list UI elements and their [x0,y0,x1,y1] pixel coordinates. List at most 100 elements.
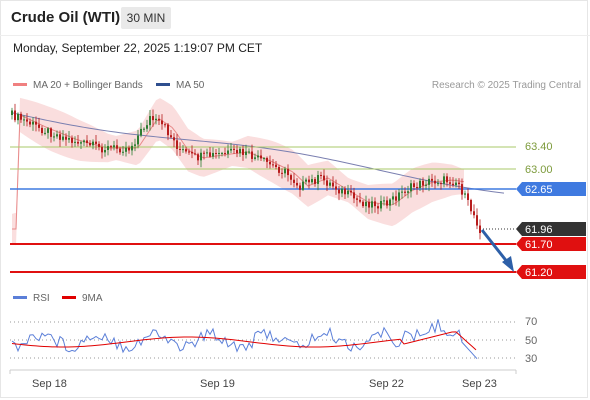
candle-body [308,179,310,183]
candle-body [71,138,73,143]
candle-body [95,141,97,144]
x-label-sep22: Sep 22 [369,378,404,390]
candle-body [149,116,151,126]
candle-body [152,116,154,121]
candle-body [428,178,430,185]
candle-body [320,175,322,177]
candle-body [104,150,106,153]
candle-body [305,179,307,182]
candle-body [467,193,469,200]
candle-body [191,151,193,154]
candle-body [44,132,46,134]
candle-body [47,128,49,133]
candle-body [365,201,367,207]
x-label-sep23: Sep 23 [462,378,497,390]
candle-body [374,201,376,207]
candle-body [293,179,295,183]
legend-bb-label: MA 20 + Bollinger Bands [33,80,143,91]
bb-swatch-icon [13,82,27,86]
candle-body [146,125,148,129]
candle-body [200,152,202,161]
timeframe-badge[interactable]: 30 MIN [121,7,171,29]
candle-body [41,127,43,134]
x-label-sep18: Sep 18 [32,378,67,390]
candle-body [377,206,379,209]
candle-body [23,119,25,121]
candle-body [314,179,316,184]
candle-body [98,143,100,148]
candle-body [224,152,226,154]
candle-body [419,180,421,189]
candle-body [236,149,238,154]
candle-body [131,145,133,151]
s2-label: 61.20 [525,267,553,279]
candle-body [173,137,175,141]
candle-body [218,152,220,154]
candle-body [80,142,82,144]
header-bar: Crude Oil (WTI) 30 MIN [0,0,590,36]
candle-body [422,180,424,186]
candle-body [185,149,187,152]
candle-body [86,140,88,144]
last-tag-bg [516,222,586,236]
candle-body [92,141,94,146]
candle-body [362,201,364,207]
candle-body [410,183,412,192]
candle-body [20,113,22,120]
candle-body [269,161,271,165]
candle-body [341,188,343,194]
legend-9ma: 9MA [62,293,103,304]
candle-body [461,184,463,195]
candle-body [458,182,460,185]
candle-body [197,154,199,161]
rsi-tick-30: 30 [525,353,537,365]
candle-body [389,199,391,206]
candle-body [227,150,229,154]
candle-body [203,152,205,154]
candle-body [254,157,256,159]
candle-body [392,196,394,200]
pivot-label: 62.65 [525,184,553,196]
candle-body [242,148,244,155]
candle-body [167,124,169,136]
candle-body [380,200,382,209]
candle-body [50,128,52,137]
candle-body [68,138,70,140]
candle-body [386,200,388,206]
candle-body [344,188,346,195]
forecast-arrow [480,229,514,272]
candle-body [206,152,208,154]
candle-body [113,145,115,148]
pivot-tag: 62.65 [516,182,586,196]
candle-body [437,183,439,185]
candle-body [335,186,337,190]
candle-body [110,146,112,148]
candle-body [14,110,16,121]
candle-body [176,140,178,149]
candle-body [413,183,415,188]
candle-body [446,176,448,183]
legend-rsi: RSI [13,293,50,304]
candle-body [74,141,76,143]
candle-body [62,136,64,140]
candle-body [35,121,37,125]
candle-body [140,128,142,136]
candle-body [329,182,331,186]
research-credit: Research © 2025 Trading Central [431,80,581,91]
candle-body [272,164,274,166]
legend-ma50-label: MA 50 [176,80,205,91]
rsi-tick-50: 50 [525,335,537,347]
candle-body [464,193,466,195]
candle-body [116,145,118,149]
candle-body [59,134,61,140]
candle-body [449,182,451,184]
candle-body [29,121,31,125]
candle-body [65,136,67,140]
candle-body [311,179,313,183]
candle-body [473,211,475,216]
candle-body [83,140,85,143]
candle-body [479,225,481,234]
legend-bb: MA 20 + Bollinger Bands [13,80,143,91]
